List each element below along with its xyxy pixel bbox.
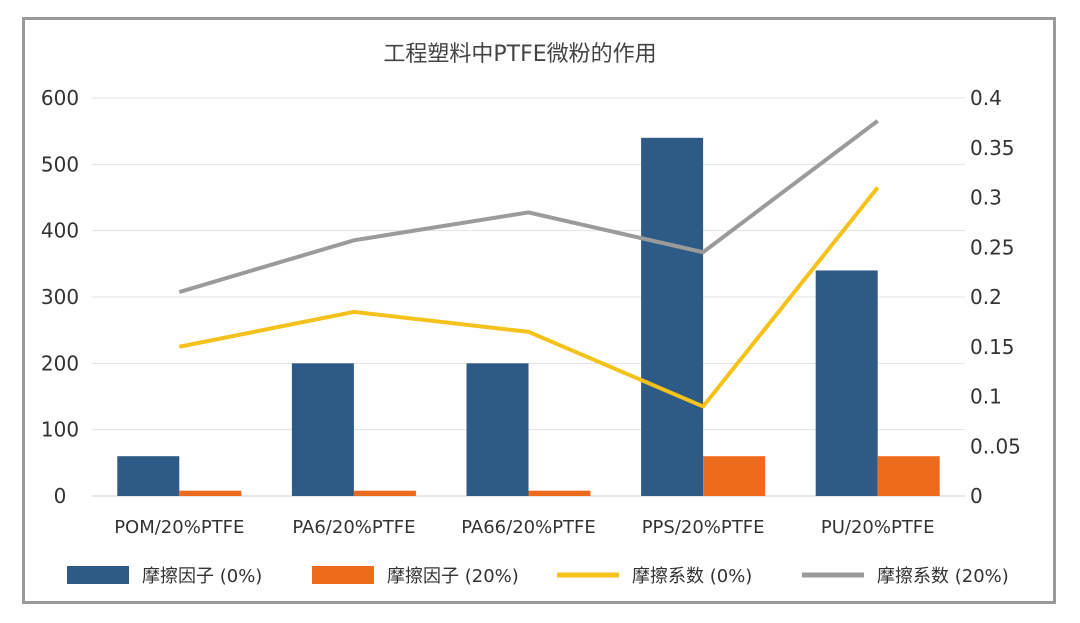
bars xyxy=(117,137,940,497)
left-tick-label: 200 xyxy=(41,351,79,375)
legend: 摩擦因子 (0%) 摩擦因子 (20%) 摩擦系数 (0%) 摩擦系数 (20%) xyxy=(67,566,1009,587)
chart-frame xyxy=(22,17,1056,604)
right-tick-label: 0.1 xyxy=(970,385,1002,409)
left-tick-label: 0 xyxy=(54,484,67,508)
right-tick-label: 0.35 xyxy=(970,136,1015,160)
left-tick-label: 400 xyxy=(41,219,79,243)
chart-title: 工程塑料中PTFE微粉的作用 xyxy=(383,42,656,67)
bar xyxy=(815,270,878,496)
bar xyxy=(179,490,242,496)
bar xyxy=(877,456,940,496)
category-label: PPS/20%PTFE xyxy=(642,517,765,538)
bar xyxy=(291,363,354,496)
legend-label: 摩擦系数 (0%) xyxy=(632,566,752,587)
left-tick-label: 500 xyxy=(41,152,79,176)
right-tick-label: 0.15 xyxy=(970,335,1015,359)
category-label: POM/20%PTFE xyxy=(114,517,244,538)
right-tick-label: 0.25 xyxy=(970,235,1015,259)
series-line xyxy=(178,119,879,294)
bar xyxy=(703,456,766,496)
category-label: PA6/20%PTFE xyxy=(292,517,415,538)
category-axis: POM/20%PTFE PA6/20%PTFE PA66/20%PTFE PPS/20… xyxy=(114,517,934,538)
bar xyxy=(528,490,591,496)
legend-swatch xyxy=(67,566,129,584)
bar xyxy=(117,456,180,496)
right-tick-label: 0.3 xyxy=(970,186,1002,210)
legend-label: 摩擦系数 (20%) xyxy=(877,566,1009,587)
right-tick-label: 0..05 xyxy=(970,434,1021,458)
category-label: PU/20%PTFE xyxy=(821,517,935,538)
series-line xyxy=(178,186,880,409)
lines xyxy=(178,119,880,409)
category-label: PA66/20%PTFE xyxy=(461,517,596,538)
right-tick-label: 0 xyxy=(970,484,983,508)
bar xyxy=(353,490,416,496)
right-tick-label: 0.4 xyxy=(970,86,1002,110)
legend-label: 摩擦因子 (20%) xyxy=(387,566,519,587)
legend-swatch xyxy=(312,566,374,584)
left-axis: 0 100 200 300 400 500 600 xyxy=(41,86,79,508)
bar xyxy=(466,363,529,496)
right-tick-label: 0.2 xyxy=(970,285,1002,309)
legend-label: 摩擦因子 (0%) xyxy=(142,566,262,587)
right-axis: 0 0..05 0.1 0.15 0.2 0.25 0.3 0.35 0.4 xyxy=(970,86,1021,508)
left-tick-label: 300 xyxy=(41,285,79,309)
left-tick-label: 600 xyxy=(41,86,79,110)
bar xyxy=(641,137,704,497)
left-tick-label: 100 xyxy=(41,418,79,442)
